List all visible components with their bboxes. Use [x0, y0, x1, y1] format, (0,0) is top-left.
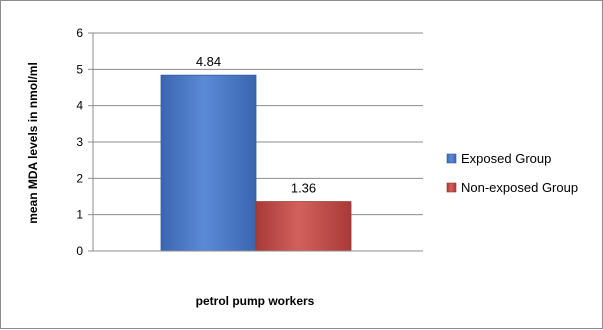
x-axis-title: petrol pump workers: [196, 294, 315, 308]
y-tick-label: 5: [76, 62, 83, 76]
legend-label: Exposed Group: [461, 151, 551, 166]
legend-swatch: [446, 153, 457, 164]
y-axis-ticks: 0 1 2 3 4 5 6: [76, 26, 93, 258]
legend: Exposed Group Non-exposed Group: [446, 151, 578, 195]
data-labels: 4.84 1.36: [196, 54, 316, 195]
data-label: 4.84: [196, 54, 221, 69]
bar-non-exposed-group: [255, 201, 352, 252]
bar-exposed-group: [160, 74, 257, 252]
y-axis-title: mean MDA levels in nmol/ml: [26, 62, 40, 224]
y-tick-label: 3: [76, 135, 83, 149]
gridlines: [93, 32, 423, 216]
y-tick-label: 2: [76, 171, 83, 185]
bars: [160, 74, 352, 252]
y-tick-label: 0: [76, 244, 83, 258]
y-tick-label: 1: [76, 208, 83, 222]
y-tick-label: 4: [76, 99, 83, 113]
data-label: 1.36: [291, 181, 316, 196]
legend-label: Non-exposed Group: [461, 180, 578, 195]
legend-swatch: [446, 182, 457, 193]
y-tick-label: 6: [76, 26, 83, 40]
